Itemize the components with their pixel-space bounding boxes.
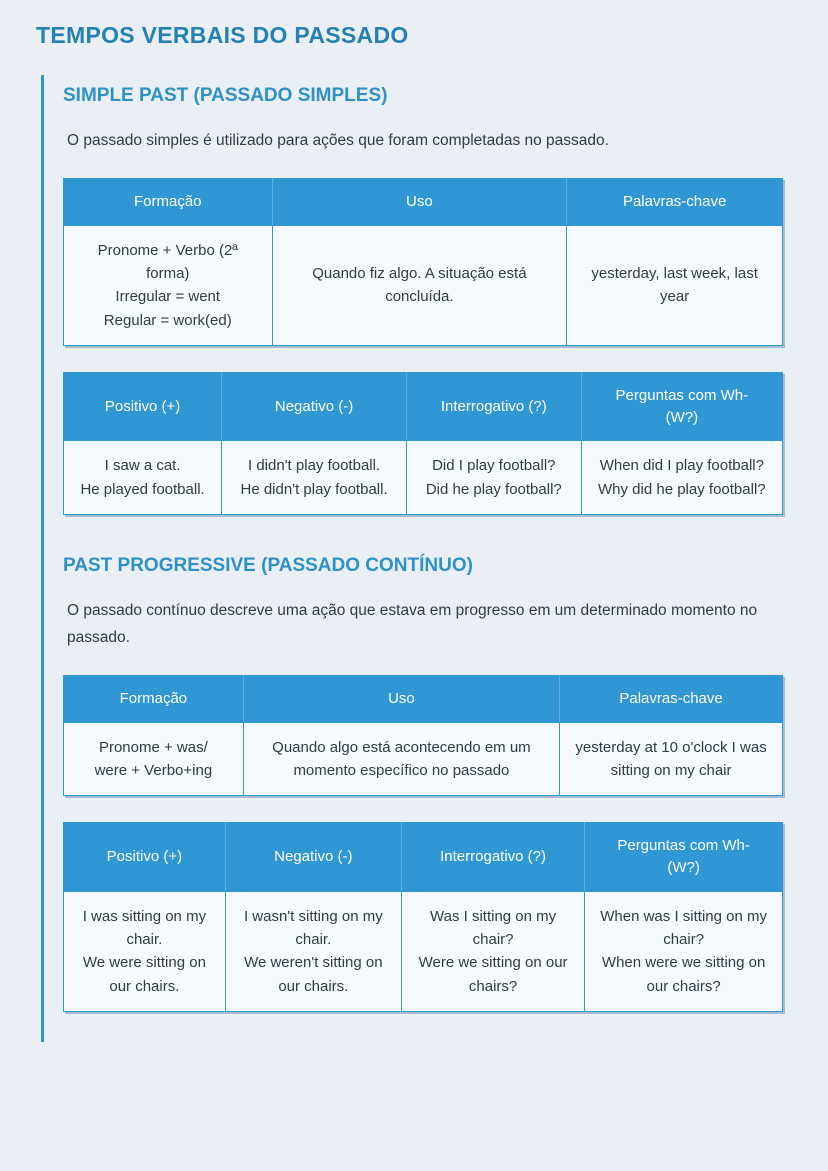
simple-past-formation-table: Formação Uso Palavras-chave Pronome + Ve… <box>63 178 783 346</box>
formation-header-row: Formação Uso Palavras-chave <box>63 675 783 723</box>
section-simple-past: SIMPLE PAST (PASSADO SIMPLES) O passado … <box>41 75 792 545</box>
past-progressive-examples-table: Positivo (+) Negativo (-) Interrogativo … <box>63 822 783 1012</box>
header-negativo: Negativo (-) <box>221 371 407 442</box>
cell-perguntas-wh: When did I play football? Why did he pla… <box>580 440 784 515</box>
cell-formacao: Pronome + was/ were + Verbo+ing <box>63 721 244 797</box>
header-interrogativo: Interrogativo (?) <box>405 371 582 442</box>
header-formacao: Formação <box>63 178 273 226</box>
header-palavras-chave: Palavras-chave <box>559 675 783 723</box>
formation-header-row: Formação Uso Palavras-chave <box>63 178 783 226</box>
header-positivo: Positivo (+) <box>63 822 226 892</box>
table-row: I was sitting on my chair. We were sitti… <box>63 890 783 1012</box>
section-description-past-progressive: O passado contínuo descreve uma ação que… <box>67 601 758 646</box>
past-progressive-formation-table: Formação Uso Palavras-chave Pronome + wa… <box>63 675 783 797</box>
header-palavras-chave: Palavras-chave <box>566 178 783 226</box>
header-interrogativo: Interrogativo (?) <box>400 822 586 892</box>
document-page: TEMPOS VERBAIS DO PASSADO SIMPLE PAST (P… <box>36 22 792 1042</box>
section-description-simple-past: O passado simples é utilizado para ações… <box>67 132 609 149</box>
cell-interrogativo: Did I play football? Did he play footbal… <box>405 440 582 515</box>
cell-uso: Quando algo está acontecendo em um momen… <box>242 721 561 797</box>
header-positivo: Positivo (+) <box>62 371 223 442</box>
table-row: I saw a cat. He played football. I didn'… <box>62 440 784 515</box>
examples-header-row: Positivo (+) Negativo (-) Interrogativo … <box>62 371 784 442</box>
cell-negativo: I didn't play football. He didn't play f… <box>221 440 407 515</box>
header-perguntas-wh: Perguntas com Wh- (W?) <box>580 371 784 442</box>
cell-interrogativo: Was I sitting on my chair? Were we sitti… <box>400 890 586 1012</box>
cell-palavras-chave: yesterday at 10 o'clock I was sitting on… <box>559 721 783 797</box>
header-negativo: Negativo (-) <box>224 822 402 892</box>
header-uso: Uso <box>242 675 561 723</box>
header-uso: Uso <box>271 178 568 226</box>
header-perguntas-wh: Perguntas com Wh- (W?) <box>584 822 783 892</box>
section-past-progressive: PAST PROGRESSIVE (PASSADO CONTÍNUO) O pa… <box>41 544 792 1042</box>
cell-formacao: Pronome + Verbo (2ª forma) Irregular = w… <box>63 224 273 346</box>
header-formacao: Formação <box>63 675 244 723</box>
cell-positivo: I was sitting on my chair. We were sitti… <box>63 890 226 1012</box>
cell-positivo: I saw a cat. He played football. <box>62 440 223 515</box>
table-row: Pronome + Verbo (2ª forma) Irregular = w… <box>63 224 783 346</box>
table-row: Pronome + was/ were + Verbo+ing Quando a… <box>63 721 783 797</box>
cell-uso: Quando fiz algo. A situação está concluí… <box>271 224 568 346</box>
examples-header-row: Positivo (+) Negativo (-) Interrogativo … <box>63 822 783 892</box>
cell-palavras-chave: yesterday, last week, last year <box>566 224 783 346</box>
cell-perguntas-wh: When was I sitting on my chair? When wer… <box>584 890 783 1012</box>
simple-past-examples-table: Positivo (+) Negativo (-) Interrogativo … <box>62 371 784 515</box>
page-title: TEMPOS VERBAIS DO PASSADO <box>36 22 409 48</box>
section-heading-past-progressive: PAST PROGRESSIVE (PASSADO CONTÍNUO) <box>63 554 473 576</box>
cell-negativo: I wasn't sitting on my chair. We weren't… <box>224 890 402 1012</box>
section-heading-simple-past: SIMPLE PAST (PASSADO SIMPLES) <box>63 85 388 106</box>
